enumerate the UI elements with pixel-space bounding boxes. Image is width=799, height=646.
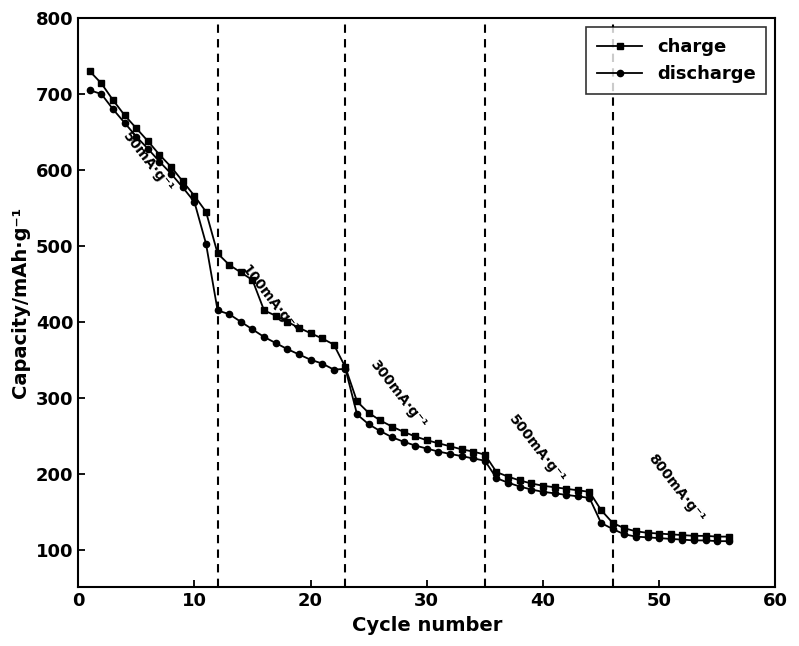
discharge bbox=[724, 537, 733, 545]
discharge bbox=[480, 457, 490, 464]
Text: 300mA·g⁻¹: 300mA·g⁻¹ bbox=[367, 357, 429, 431]
Text: 50mA·g⁻¹: 50mA·g⁻¹ bbox=[120, 129, 176, 196]
charge bbox=[445, 443, 455, 450]
discharge bbox=[445, 450, 455, 458]
discharge bbox=[573, 492, 582, 500]
Text: 500mA·g⁻¹: 500mA·g⁻¹ bbox=[507, 412, 568, 486]
discharge bbox=[503, 479, 513, 486]
X-axis label: Cycle number: Cycle number bbox=[352, 616, 502, 635]
Text: 800mA·g⁻¹: 800mA·g⁻¹ bbox=[646, 452, 708, 526]
Y-axis label: Capacity/mAh·g⁻¹: Capacity/mAh·g⁻¹ bbox=[11, 207, 30, 399]
charge bbox=[724, 533, 733, 541]
charge bbox=[97, 79, 106, 87]
discharge bbox=[713, 537, 722, 545]
charge bbox=[573, 486, 582, 494]
charge bbox=[713, 533, 722, 541]
discharge bbox=[97, 90, 106, 98]
Text: 100mA·g⁻¹: 100mA·g⁻¹ bbox=[239, 262, 301, 336]
discharge bbox=[317, 360, 327, 368]
discharge bbox=[85, 87, 94, 94]
charge bbox=[480, 451, 490, 459]
charge bbox=[503, 473, 513, 481]
Legend: charge, discharge: charge, discharge bbox=[586, 27, 766, 94]
Line: discharge: discharge bbox=[86, 87, 732, 545]
Line: charge: charge bbox=[86, 68, 732, 540]
charge bbox=[317, 335, 327, 342]
charge bbox=[85, 67, 94, 75]
